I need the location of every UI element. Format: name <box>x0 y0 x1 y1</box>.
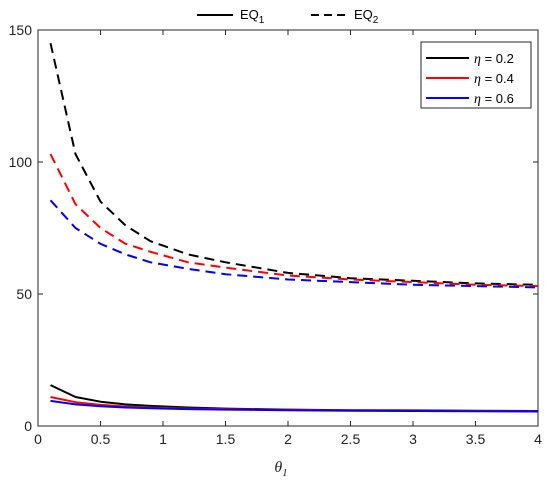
x-tick-label: 2 <box>284 431 292 447</box>
series-layer <box>49 42 539 413</box>
y-tick-label: 150 <box>9 22 33 38</box>
series-line-5 <box>49 153 539 288</box>
x-axis-title-main: θ <box>274 459 282 476</box>
line-style-label-2: EQ2 <box>354 7 379 26</box>
x-tick-label: 4 <box>534 431 542 447</box>
eta-value: = 0.2 <box>481 51 514 66</box>
series-line-6 <box>49 199 539 289</box>
eta-legend-label-2: η = 0.4 <box>474 71 514 87</box>
eta-symbol: η <box>474 92 481 107</box>
x-tick-label: 2.5 <box>341 431 361 447</box>
x-tick-label: 0.5 <box>91 431 111 447</box>
line-style-label-main: EQ <box>240 7 259 22</box>
eta-symbol: η <box>474 72 481 87</box>
series-line-3 <box>50 399 539 413</box>
eta-legend-label-1: η = 0.2 <box>474 51 514 67</box>
x-tick-label: 1 <box>159 431 167 447</box>
y-tick-label: 50 <box>16 286 32 302</box>
line-style-label-main: EQ <box>354 7 373 22</box>
line-style-label-1: EQ1 <box>240 7 265 26</box>
x-tick-label: 1.5 <box>216 431 236 447</box>
eta-value: = 0.6 <box>481 91 514 106</box>
eta-value: = 0.4 <box>481 71 514 86</box>
line-style-label-subscript: 1 <box>259 15 265 26</box>
x-tick-label: 3.5 <box>466 431 486 447</box>
eta-legend-label-3: η = 0.6 <box>474 91 514 107</box>
eta-symbol: η <box>474 52 481 67</box>
line-style-label-subscript: 2 <box>373 15 379 26</box>
x-axis-title: θ1 <box>274 459 287 479</box>
series-line-4 <box>49 42 539 286</box>
eta-legend: η = 0.2η = 0.4η = 0.6 <box>420 41 532 109</box>
line-style-legend: EQ1 EQ2 <box>197 7 379 26</box>
y-tick-label: 0 <box>24 418 32 434</box>
axis-ticks: 0 0.5 1 1.5 2 2.5 3 3.5 4 0 50 100 150 <box>9 22 542 447</box>
x-tick-label: 0 <box>34 431 42 447</box>
x-tick-label: 3 <box>409 431 417 447</box>
y-tick-label: 100 <box>9 154 33 170</box>
x-axis-title-subscript: 1 <box>282 467 288 479</box>
